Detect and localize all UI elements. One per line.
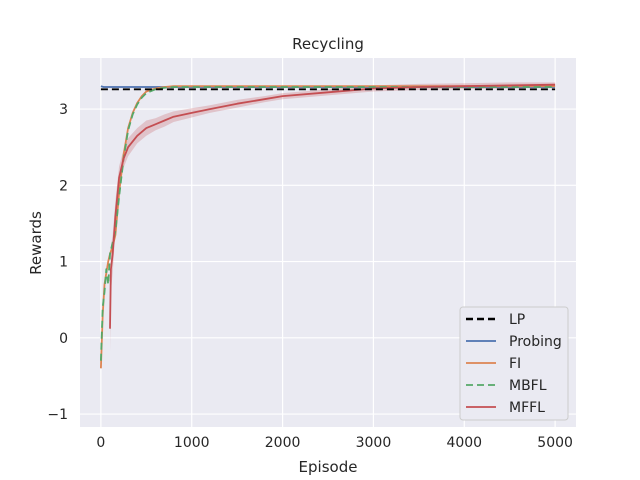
series-line-mffl xyxy=(109,83,556,329)
legend-label-mffl: MFFL xyxy=(509,400,545,416)
series-lines xyxy=(100,83,556,369)
legend-box xyxy=(459,306,569,421)
chart-title: Recycling xyxy=(292,35,364,53)
y-tick-label: 3 xyxy=(59,102,68,118)
y-tick-labels: −1 0 1 2 3 xyxy=(47,102,68,423)
y-tick-label: 2 xyxy=(59,178,68,194)
legend-label-mbfl: MBFL xyxy=(509,378,547,394)
series-line-mbfl xyxy=(100,86,556,361)
x-tick-labels: 0 1000 2000 3000 4000 5000 xyxy=(96,435,572,451)
y-tick-label: 1 xyxy=(59,255,68,271)
y-tick-label: 0 xyxy=(59,331,68,347)
x-tick-label: 4000 xyxy=(446,435,482,451)
x-tick-label: 3000 xyxy=(356,435,392,451)
x-axis-label: Episode xyxy=(299,458,358,476)
x-tick-label: 2000 xyxy=(265,435,301,451)
legend: LP Probing FI MBFL MFFL xyxy=(459,306,569,421)
y-tick-label: −1 xyxy=(47,407,68,423)
y-axis-label: Rewards xyxy=(27,211,45,275)
x-tick-label: 0 xyxy=(96,435,105,451)
x-tick-label: 1000 xyxy=(174,435,210,451)
x-tick-label: 5000 xyxy=(537,435,573,451)
legend-label-probing: Probing xyxy=(509,334,562,350)
legend-label-lp: LP xyxy=(509,312,525,328)
legend-label-fi: FI xyxy=(509,356,521,372)
grid-lines xyxy=(80,58,576,427)
